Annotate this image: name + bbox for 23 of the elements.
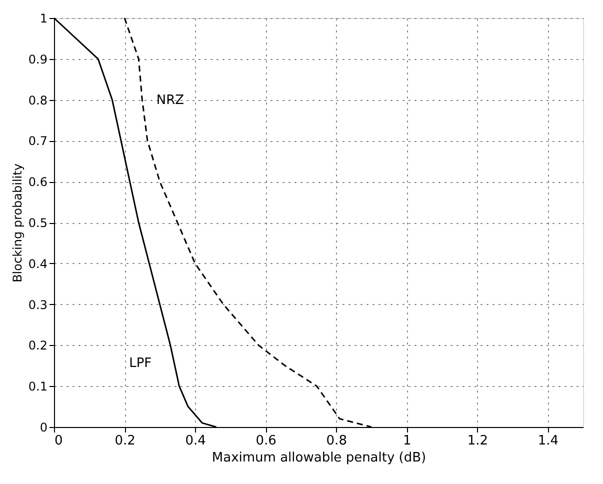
x-axis-title: Maximum allowable penalty (dB)	[212, 450, 426, 466]
x-tick-label: 0.4	[185, 434, 206, 448]
y-tick-label: 0	[40, 420, 48, 434]
x-tick-label: 0.2	[114, 434, 136, 448]
x-tick-label: 0.6	[256, 434, 276, 448]
y-tick-label: 0.9	[28, 52, 48, 66]
y-tick-label: 0.2	[28, 338, 48, 353]
y-axis-title: Blocking probability	[10, 164, 24, 282]
y-tick-label: 0.8	[28, 93, 48, 108]
y-tick-label: 0.4	[28, 256, 48, 271]
y-tick-label: 0.1	[28, 380, 48, 394]
annotation: NRZ	[156, 92, 184, 108]
x-tick-label: 1.4	[538, 434, 559, 448]
x-tick-label: 1	[403, 434, 412, 448]
y-tick-label: 0.7	[28, 134, 48, 148]
x-tick-label: 0	[54, 434, 63, 448]
y-tick-label: 1	[40, 12, 48, 26]
x-tick-label: 0.8	[326, 434, 347, 448]
y-tick-label: 0.3	[28, 298, 48, 312]
annotation: LPF	[129, 356, 152, 372]
y-tick-label: 0.5	[28, 216, 48, 230]
y-tick-label: 0.6	[28, 175, 48, 190]
x-tick-label: 1.2	[467, 434, 488, 448]
